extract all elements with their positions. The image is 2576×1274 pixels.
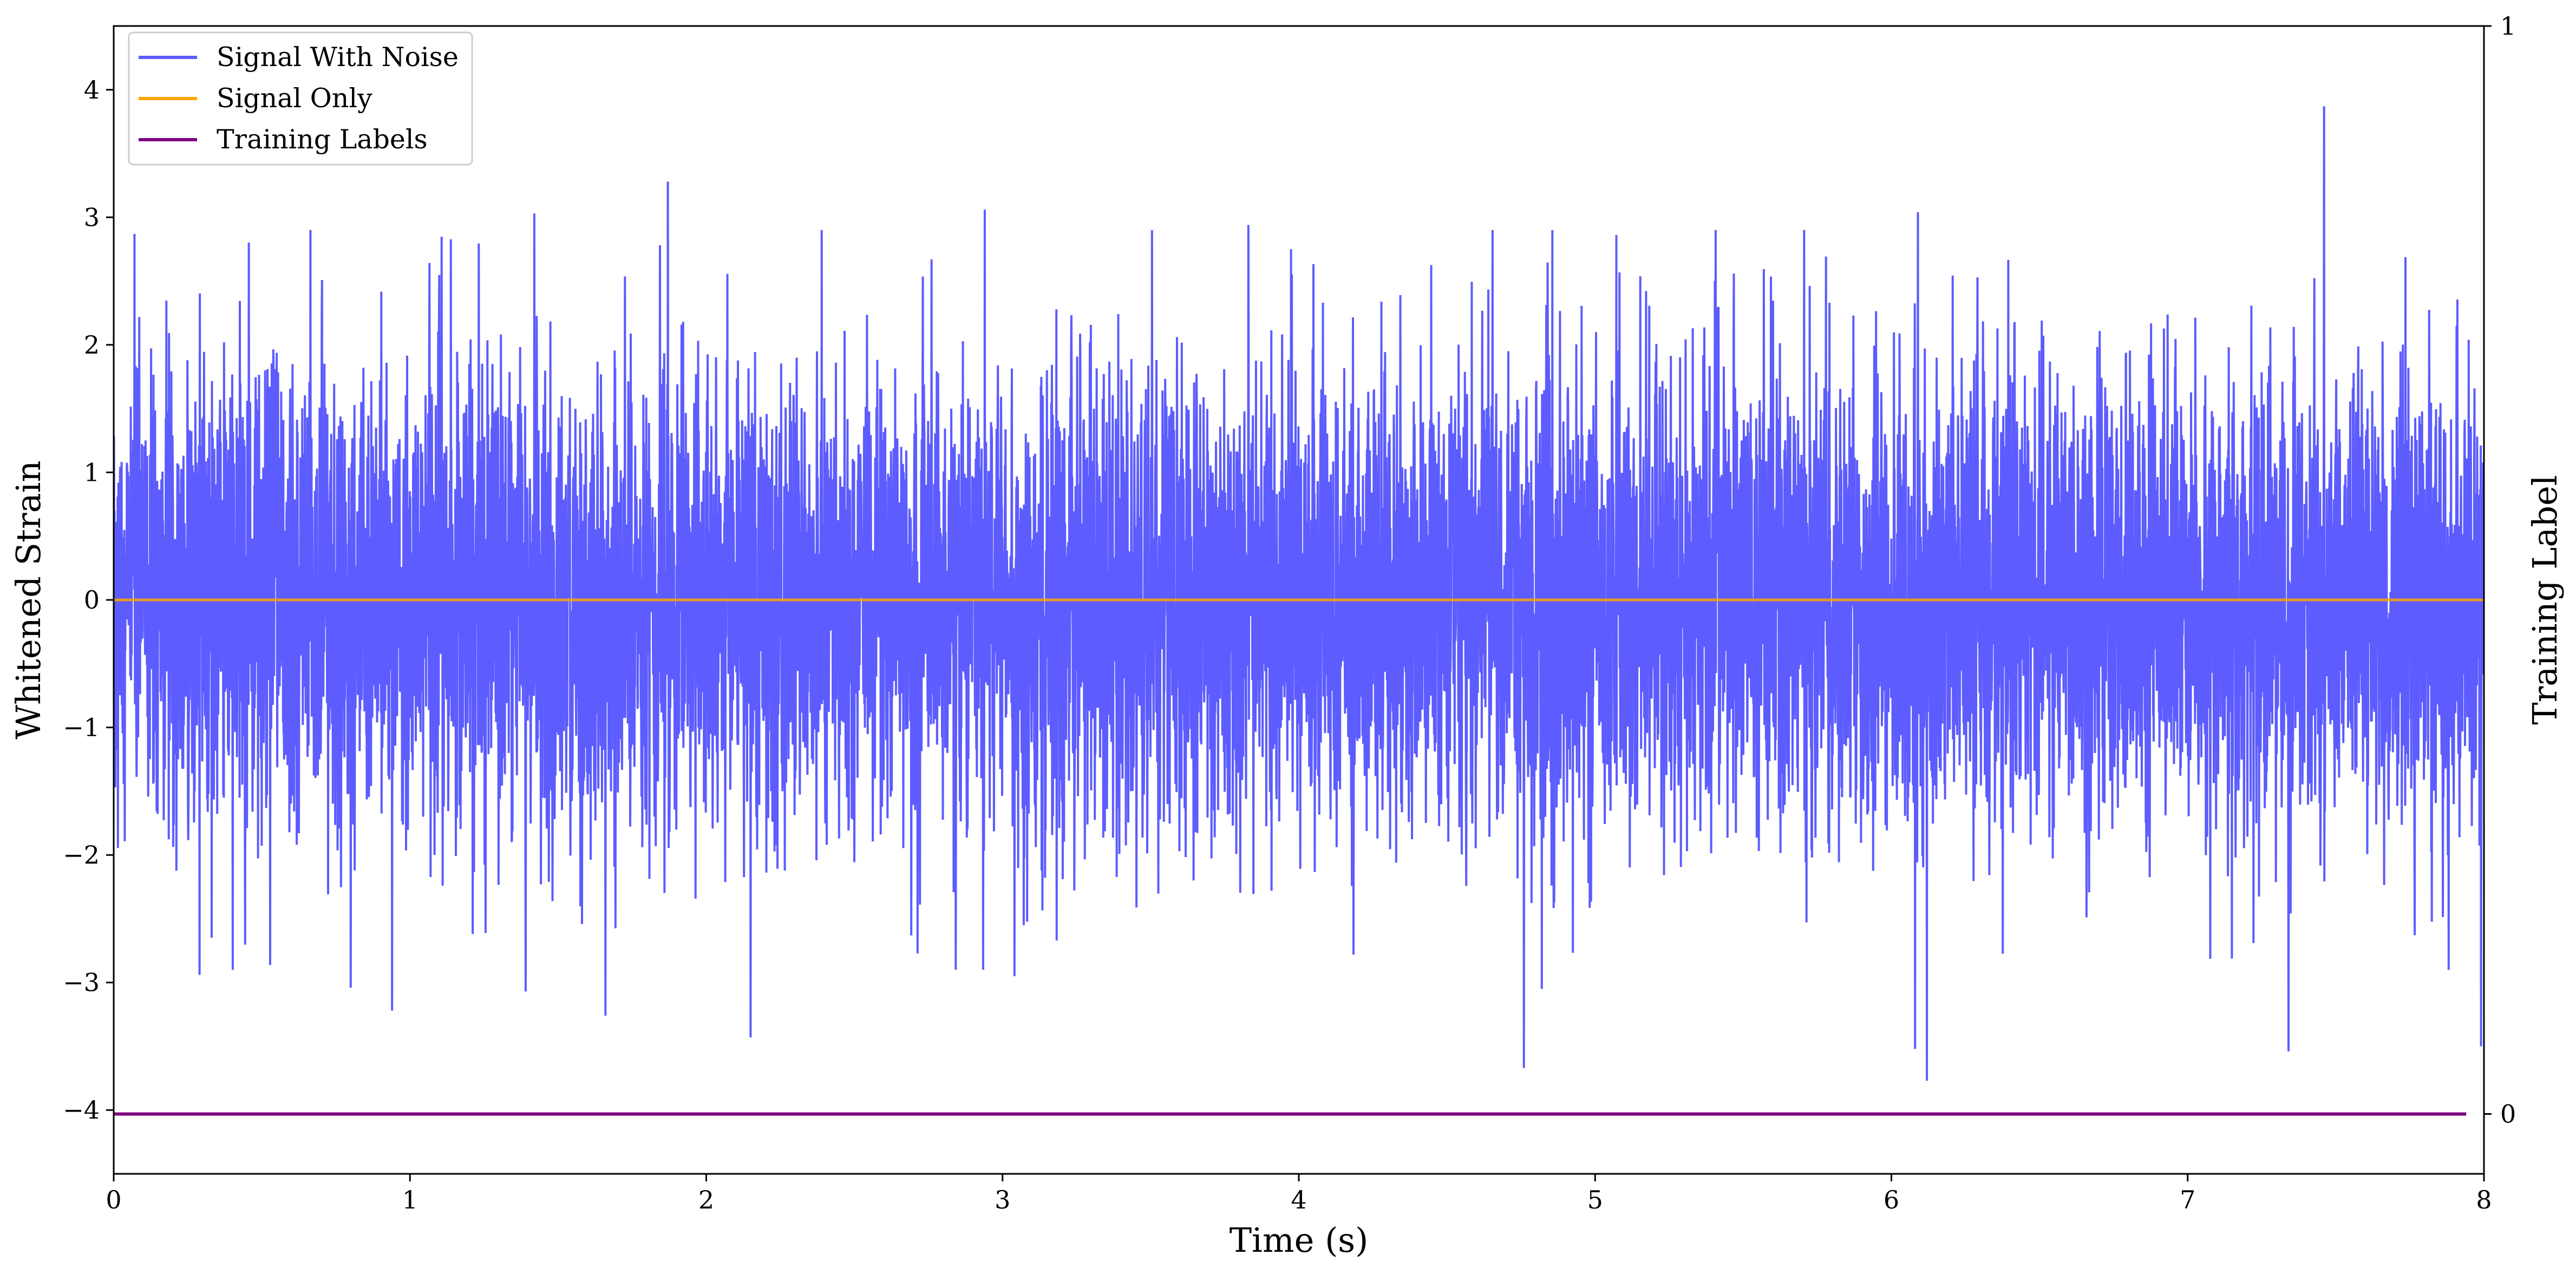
x-tick-label: 3 bbox=[995, 1185, 1010, 1214]
x-axis: 0 1 2 3 4 5 6 7 8 bbox=[106, 1174, 2492, 1214]
x-tick-label: 1 bbox=[402, 1185, 418, 1214]
x-tick-label: 8 bbox=[2476, 1185, 2492, 1214]
y2-axis-title: Training Label bbox=[2525, 475, 2565, 724]
y-tick-label: −1 bbox=[63, 713, 100, 742]
legend-box bbox=[128, 31, 473, 166]
y-tick-label: −2 bbox=[63, 840, 100, 870]
y-tick-label: 4 bbox=[84, 75, 100, 104]
x-tick-label: 6 bbox=[1884, 1185, 1899, 1214]
series-signal-with-noise bbox=[114, 106, 2484, 1081]
legend: Signal With Noise Signal Only Training Lab… bbox=[128, 31, 473, 166]
x-axis-title: Time (s) bbox=[1230, 1220, 1369, 1260]
y-axis-title: Whitened Strain bbox=[9, 461, 48, 740]
x-tick-label: 0 bbox=[106, 1185, 121, 1214]
y-tick-label: −3 bbox=[63, 968, 100, 997]
x-tick-label: 7 bbox=[2180, 1185, 2195, 1214]
y-tick-label: 2 bbox=[84, 330, 100, 360]
y-axis-right: 01 bbox=[2484, 11, 2516, 1128]
x-tick-label: 4 bbox=[1291, 1185, 1306, 1214]
x-tick-label: 2 bbox=[698, 1185, 714, 1214]
y-axis-left: −4 −3 −2 −1 0 1 2 3 4 bbox=[63, 75, 114, 1125]
y2-tick-label: 0 bbox=[2500, 1099, 2516, 1128]
legend-label: Training Labels bbox=[217, 124, 428, 155]
legend-label: Signal With Noise bbox=[217, 42, 459, 73]
y-tick-label: 3 bbox=[84, 202, 100, 232]
legend-label: Signal Only bbox=[217, 83, 372, 114]
y-tick-label: 0 bbox=[84, 585, 100, 615]
plot-area bbox=[114, 106, 2484, 1116]
y-tick-label: 1 bbox=[84, 458, 100, 487]
x-tick-label: 5 bbox=[1587, 1185, 1603, 1214]
y-tick-label: −4 bbox=[63, 1095, 100, 1125]
y2-tick-label: 1 bbox=[2500, 11, 2516, 41]
